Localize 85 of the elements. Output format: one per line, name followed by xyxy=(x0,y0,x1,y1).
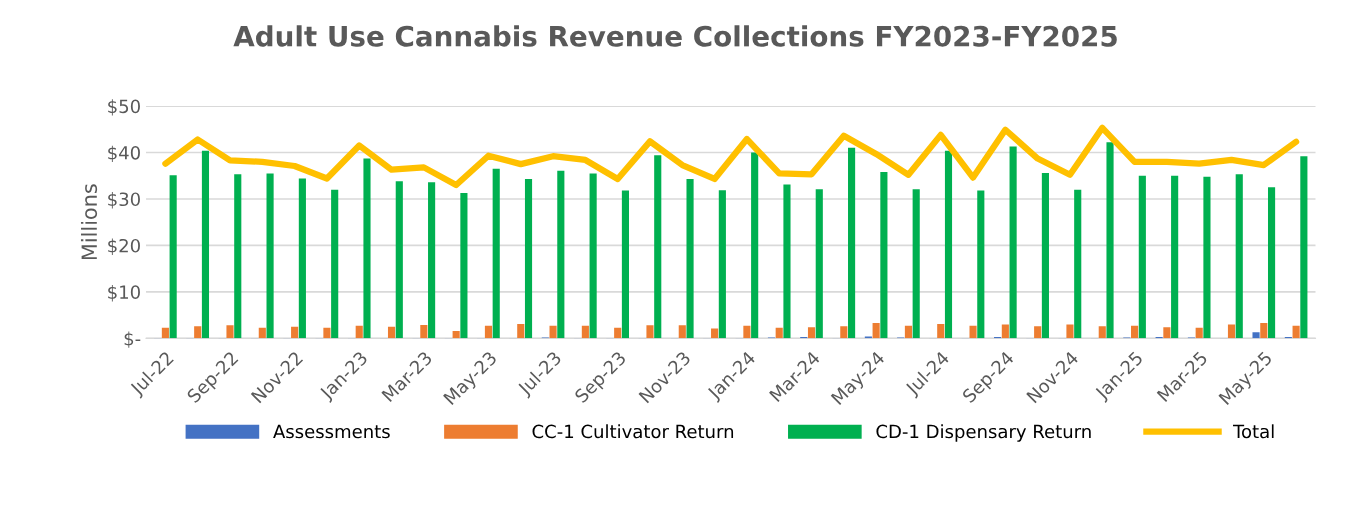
bar xyxy=(1300,156,1308,339)
bar xyxy=(969,325,977,339)
bar xyxy=(1066,324,1074,339)
bar xyxy=(807,327,816,339)
bar xyxy=(621,190,629,339)
bar xyxy=(1074,189,1082,339)
bar xyxy=(226,325,234,339)
chart-title: Adult Use Cannabis Revenue Collections FY2023-FY2025 xyxy=(233,25,1117,47)
bar xyxy=(1001,324,1009,339)
y-tick-label: $- xyxy=(124,331,141,348)
bar xyxy=(517,323,525,339)
bar xyxy=(194,326,202,339)
bar xyxy=(815,189,823,339)
bar xyxy=(557,170,565,339)
bar xyxy=(1034,326,1042,339)
bar xyxy=(904,325,913,339)
bar xyxy=(323,327,331,339)
bar xyxy=(783,184,791,339)
bar xyxy=(1171,175,1179,339)
y-tick-label: $40 xyxy=(108,145,140,163)
bar xyxy=(355,325,363,339)
bar xyxy=(1227,324,1236,339)
bar xyxy=(1235,174,1243,339)
bar xyxy=(1252,332,1260,339)
bar xyxy=(751,152,759,339)
legend-label: Total xyxy=(1233,424,1274,439)
bar xyxy=(1163,327,1171,339)
bar xyxy=(848,147,856,339)
y-tick-label: $20 xyxy=(108,238,140,255)
bar xyxy=(234,174,242,339)
bar xyxy=(524,178,533,339)
bar xyxy=(646,325,654,339)
bar xyxy=(331,189,339,339)
bar xyxy=(977,190,985,339)
bar xyxy=(549,325,557,339)
legend-label: Assessments xyxy=(273,424,390,439)
bar xyxy=(912,189,920,339)
bar xyxy=(880,172,888,339)
y-axis-title: Millions xyxy=(80,184,98,260)
bar xyxy=(872,323,880,339)
bar xyxy=(420,324,428,339)
bar xyxy=(718,190,726,339)
y-tick-label: $10 xyxy=(108,285,140,302)
bar xyxy=(298,178,306,339)
legend-label: CC-1 Cultivator Return xyxy=(532,424,734,439)
bar xyxy=(1098,326,1106,339)
bar xyxy=(1267,187,1276,339)
bar xyxy=(743,325,751,339)
bar xyxy=(387,326,396,339)
bar xyxy=(452,330,460,339)
bar xyxy=(1131,325,1139,339)
bar xyxy=(775,327,783,339)
legend-label: CD-1 Dispensary Return xyxy=(876,424,1091,442)
bar xyxy=(492,168,500,339)
bar xyxy=(1203,176,1211,339)
bar xyxy=(686,178,694,339)
bar xyxy=(169,175,177,339)
y-tick-label: $30 xyxy=(108,192,140,209)
bar xyxy=(1009,146,1017,339)
bar xyxy=(1138,175,1146,339)
bar xyxy=(944,150,953,339)
bar xyxy=(1195,327,1203,339)
bar xyxy=(581,325,589,339)
bar xyxy=(363,158,371,339)
bar xyxy=(484,325,493,339)
bar xyxy=(937,323,945,339)
bar xyxy=(711,328,719,339)
bar xyxy=(840,326,848,339)
bar xyxy=(1106,142,1114,339)
y-tick-label: $50 xyxy=(108,99,140,116)
bar xyxy=(614,327,622,339)
bar xyxy=(428,182,436,339)
bar xyxy=(161,327,169,339)
bar xyxy=(1260,323,1268,339)
bar xyxy=(201,150,210,339)
bar xyxy=(460,192,468,339)
bar xyxy=(395,181,403,339)
bar xyxy=(1041,172,1049,339)
bar xyxy=(654,155,662,339)
bar xyxy=(266,173,274,339)
bar xyxy=(1292,325,1300,339)
bar xyxy=(678,325,686,339)
bar xyxy=(291,326,299,339)
bar xyxy=(589,173,597,339)
bar xyxy=(258,327,266,339)
